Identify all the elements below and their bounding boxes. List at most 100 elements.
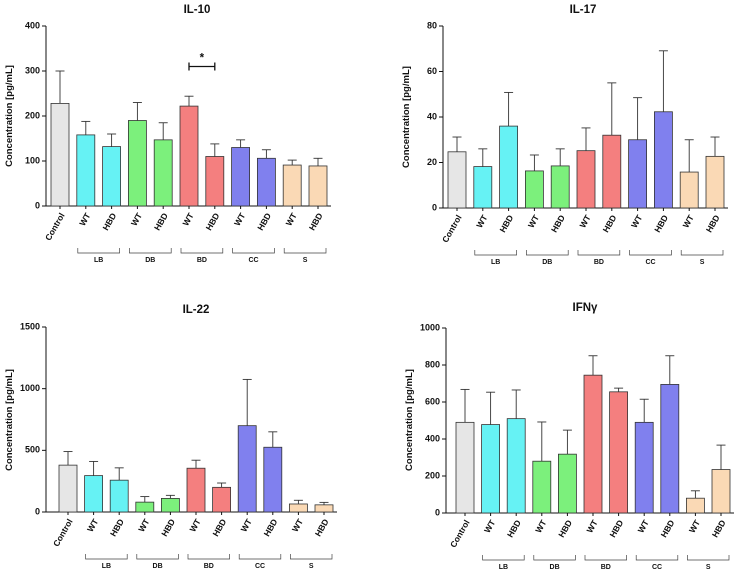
significance-star: *	[200, 53, 205, 65]
y-axis-label: Concentration [pg/mL]	[4, 65, 15, 167]
bar	[609, 391, 628, 514]
group-label: BD	[197, 257, 207, 264]
bar	[558, 453, 577, 514]
x-tick-label: WT	[681, 212, 697, 229]
y-tick-label: 200	[25, 110, 40, 120]
bar	[473, 166, 493, 209]
group-bracket	[474, 250, 517, 256]
x-tick-label: Control	[448, 518, 472, 549]
x-tick-label: WT	[180, 210, 196, 227]
group-bracket	[129, 248, 172, 254]
x-tick-label: HBD	[210, 517, 228, 538]
x-tick-label: WT	[136, 516, 152, 533]
x-tick-label: HBD	[313, 517, 331, 538]
bar	[583, 374, 603, 514]
group-label: DB	[145, 257, 155, 264]
x-tick-label: HBD	[704, 213, 722, 234]
bar	[76, 134, 96, 207]
x-tick-label: WT	[232, 210, 248, 227]
x-tick-label: WT	[636, 517, 652, 534]
x-tick-label: HBD	[262, 517, 280, 538]
x-tick-label: HBD	[607, 518, 625, 539]
y-tick-label: 100	[25, 155, 40, 165]
x-tick-label: HBD	[204, 211, 222, 232]
bar	[602, 134, 622, 209]
bar	[308, 165, 328, 207]
x-tick-label: HBD	[108, 517, 126, 538]
x-tick-label: WT	[129, 210, 145, 227]
y-tick-label: 1000	[20, 383, 40, 393]
x-tick-label: Control	[43, 211, 67, 242]
bar	[58, 464, 78, 513]
bar	[127, 120, 147, 207]
bar	[160, 498, 180, 513]
bar	[314, 504, 334, 513]
chart-title: IL-10	[184, 4, 211, 16]
x-tick-label: HBD	[601, 213, 619, 234]
bar	[84, 475, 103, 513]
x-tick-label: Control	[51, 517, 75, 548]
y-axis-label: Concentration [pg/mL]	[404, 369, 415, 471]
x-tick-label: HBD	[710, 518, 728, 539]
y-tick-label: 0	[432, 202, 437, 212]
y-tick-label: 600	[425, 396, 440, 406]
x-tick-label: Control	[440, 213, 464, 244]
chart-title: IFNγ	[573, 302, 599, 314]
x-tick-label: WT	[187, 516, 203, 533]
group-label: CC	[652, 564, 662, 571]
bar	[499, 125, 519, 209]
y-tick-label: 80	[427, 20, 437, 30]
group-bracket	[283, 248, 327, 254]
bar	[135, 501, 155, 513]
x-tick-label: WT	[577, 212, 593, 229]
y-tick-label: 400	[425, 433, 440, 443]
group-bracket	[232, 248, 275, 254]
x-tick-label: WT	[77, 210, 93, 227]
x-tick-label: WT	[474, 212, 490, 229]
group-label: S	[706, 564, 711, 571]
group-label: BD	[601, 564, 611, 571]
bar	[288, 503, 308, 513]
group-bracket	[526, 250, 569, 256]
bar	[532, 460, 552, 514]
bar	[102, 146, 121, 207]
group-bracket	[187, 554, 230, 560]
chart-title: IL-17	[570, 4, 597, 16]
y-tick-label: 0	[35, 506, 40, 516]
group-bracket	[290, 554, 333, 560]
y-axis-label: Concentration [pg/mL]	[4, 369, 15, 471]
x-tick-label: HBD	[152, 211, 170, 232]
bar	[186, 467, 206, 513]
group-bracket	[77, 248, 120, 254]
x-tick-label: WT	[526, 212, 542, 229]
x-tick-label: HBD	[549, 213, 567, 234]
x-tick-label: WT	[85, 516, 101, 533]
group-label: CC	[248, 257, 258, 264]
bar	[628, 139, 647, 209]
x-tick-label: WT	[284, 210, 300, 227]
bar	[481, 424, 501, 514]
bar	[634, 421, 654, 514]
x-tick-label: HBD	[159, 517, 177, 538]
group-label: LB	[94, 257, 103, 264]
group-bracket	[687, 555, 730, 561]
group-label: LB	[499, 564, 508, 571]
bar	[654, 111, 673, 209]
chart-panel-2: IL-17 Concentration [pg/mL] 0 20 40 60 80 Contr…	[401, 4, 728, 266]
group-label: CC	[645, 259, 655, 266]
x-tick-label: HBD	[556, 518, 574, 539]
x-tick-label: HBD	[100, 211, 118, 232]
x-tick-label: WT	[482, 517, 498, 534]
group-bracket	[136, 554, 179, 560]
bar	[282, 164, 302, 207]
group-label: LB	[491, 259, 500, 266]
group-bracket	[533, 555, 576, 561]
bar	[550, 165, 570, 209]
y-tick-label: 200	[425, 470, 440, 480]
y-tick-label: 500	[25, 445, 40, 455]
y-tick-label: 60	[427, 66, 437, 76]
group-label: S	[700, 259, 705, 266]
x-tick-label: HBD	[307, 211, 325, 232]
x-tick-label: WT	[239, 516, 255, 533]
bar	[256, 157, 276, 207]
